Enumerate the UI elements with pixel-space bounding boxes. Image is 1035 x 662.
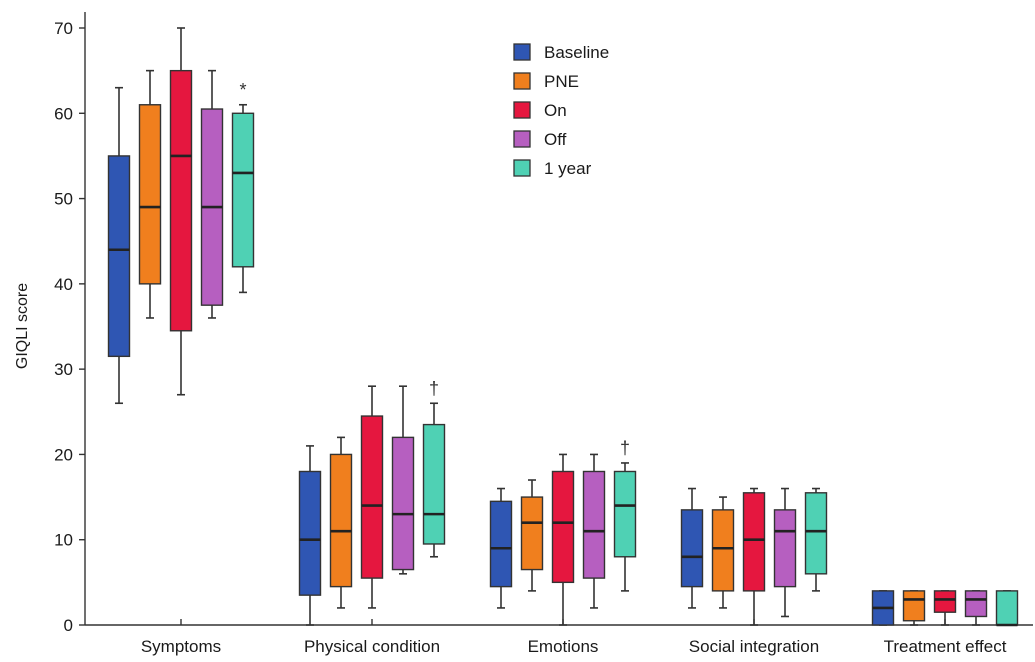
box-iqr	[422, 423, 446, 545]
legend-swatch	[513, 43, 531, 61]
box-off	[773, 487, 797, 618]
box-iqr	[489, 500, 513, 588]
box-plots	[107, 27, 1019, 627]
box-on	[933, 590, 957, 626]
box-on	[551, 453, 575, 626]
box-iqr	[613, 470, 637, 558]
legend: Baseline PNE On Off 1 year	[513, 43, 609, 178]
box-iqr	[995, 590, 1019, 626]
box-pne	[329, 436, 353, 609]
y-tick-label: 50	[54, 190, 73, 209]
box-iqr	[169, 69, 193, 332]
legend-item: 1 year	[513, 159, 592, 178]
y-tick-label: 10	[54, 531, 73, 550]
box-iqr	[742, 492, 766, 592]
box-iqr	[773, 509, 797, 588]
y-tick-label: 60	[54, 104, 73, 123]
significance-marker: †	[429, 378, 439, 398]
x-tick-label: Emotions	[528, 637, 599, 656]
box-baseline	[680, 487, 704, 609]
box-iqr	[298, 470, 322, 596]
box-baseline	[107, 86, 131, 405]
box-1-year	[422, 402, 446, 558]
box-iqr	[360, 415, 384, 579]
legend-swatch	[513, 72, 531, 90]
box-iqr	[391, 436, 415, 571]
box-iqr	[329, 453, 353, 588]
box-iqr	[231, 112, 255, 268]
x-tick-label: Symptoms	[141, 637, 221, 656]
x-tick-label: Physical condition	[304, 637, 440, 656]
legend-swatch	[513, 101, 531, 119]
box-iqr	[107, 155, 131, 358]
box-off	[582, 453, 606, 609]
box-1-year	[995, 590, 1019, 627]
legend-label: Off	[544, 130, 567, 149]
box-iqr	[933, 590, 957, 613]
box-baseline	[298, 445, 322, 626]
box-off	[964, 590, 988, 626]
box-1-year	[231, 103, 255, 294]
x-tick-label: Social integration	[689, 637, 819, 656]
y-tick-label: 70	[54, 19, 73, 38]
box-iqr	[551, 470, 575, 584]
y-axis-title: GIQLI score	[14, 283, 31, 369]
axes: 0 10 20 30 40 50 60 70 Symptoms Physical conditio…	[54, 12, 1033, 656]
box-1-year	[804, 487, 828, 592]
y-tick-label: 20	[54, 445, 73, 464]
box-pne	[520, 479, 544, 592]
box-baseline	[871, 590, 895, 626]
box-iqr	[680, 509, 704, 588]
y-tick-label: 0	[64, 616, 73, 635]
legend-item: Baseline	[513, 43, 609, 62]
box-off	[200, 69, 224, 319]
x-tick-label: Treatment effect	[884, 637, 1007, 656]
legend-label: PNE	[544, 72, 579, 91]
legend-swatch	[513, 159, 531, 177]
box-iqr	[711, 509, 735, 592]
box-iqr	[804, 492, 828, 575]
box-baseline	[489, 487, 513, 609]
box-off	[391, 385, 415, 575]
y-tick-label: 30	[54, 360, 73, 379]
legend-label: Baseline	[544, 43, 609, 62]
box-on	[360, 385, 384, 609]
significance-marker: *	[239, 80, 246, 100]
legend-swatch	[513, 130, 531, 148]
box-on	[742, 487, 766, 626]
significance-marker: †	[620, 438, 630, 458]
legend-item: Off	[513, 130, 567, 149]
box-pne	[138, 69, 162, 319]
box-iqr	[964, 590, 988, 618]
box-on	[169, 27, 193, 396]
box-iqr	[520, 496, 544, 571]
box-iqr	[582, 470, 606, 579]
box-1-year	[613, 462, 637, 592]
box-pne	[902, 590, 926, 626]
box-pne	[711, 496, 735, 609]
legend-label: 1 year	[544, 159, 592, 178]
significance-markers: * † †	[239, 80, 630, 458]
y-tick-label: 40	[54, 275, 73, 294]
legend-label: On	[544, 101, 567, 120]
box-iqr	[902, 590, 926, 622]
box-iqr	[138, 104, 162, 285]
legend-item: PNE	[513, 72, 579, 91]
legend-item: On	[513, 101, 567, 120]
